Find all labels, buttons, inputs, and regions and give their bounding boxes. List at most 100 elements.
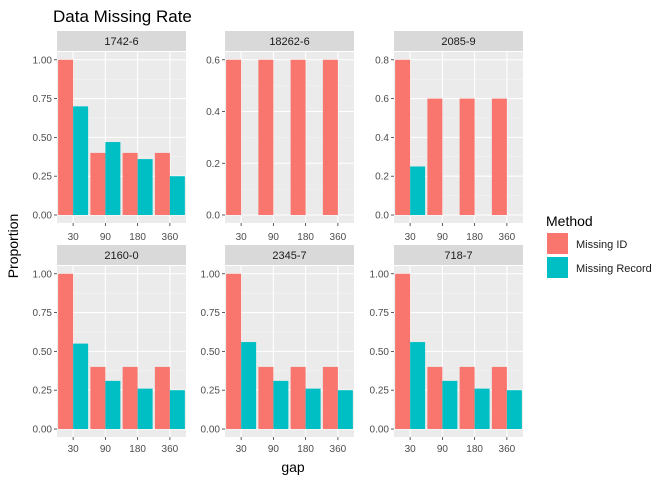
x-tick-label: 30 — [68, 444, 80, 455]
bar-missing-id — [90, 366, 106, 429]
x-tick-label: 360 — [162, 232, 179, 243]
facet-strip-label: 2160-0 — [104, 250, 138, 262]
bar-missing-record — [241, 342, 257, 429]
x-tick-label: 360 — [330, 232, 347, 243]
x-tick-label: 360 — [499, 444, 516, 455]
x-tick-label: 360 — [499, 232, 516, 243]
bar-missing-id — [395, 273, 411, 429]
bar-missing-record — [305, 388, 321, 429]
bar-missing-id — [258, 59, 274, 216]
facet-strip — [394, 31, 523, 51]
x-tick-label: 180 — [129, 232, 146, 243]
x-tick-label: 90 — [437, 444, 449, 455]
bar-missing-id — [322, 366, 338, 429]
bar-missing-id — [395, 59, 411, 216]
legend-key-missing-id — [547, 233, 568, 254]
bar-missing-record — [137, 159, 153, 215]
facet-panel-718-7: 718-7 0.00 0.25 0.50 0.75 1.00 30 90 180 360 — [370, 245, 523, 455]
bar-missing-id — [226, 273, 242, 429]
x-tick-label: 30 — [405, 232, 417, 243]
y-tick-label: 1.00 — [370, 269, 390, 280]
y-tick-label: 0.50 — [33, 347, 53, 358]
bar-missing-record — [105, 380, 121, 429]
y-tick-label: 1.00 — [201, 269, 221, 280]
bar-missing-record — [73, 343, 89, 429]
bar-missing-id — [290, 59, 306, 216]
y-tick-label: 0.75 — [370, 308, 390, 319]
y-tick-label: 0.75 — [201, 308, 221, 319]
y-tick-label: 0.4 — [206, 107, 220, 118]
facet-strip-label: 1742-6 — [104, 36, 138, 48]
facet-panel-2160-0: 2160-0 0.00 0.25 0.50 0.75 1.00 30 90 180 360 — [33, 245, 186, 455]
bar-missing-id — [58, 273, 74, 429]
x-tick-label: 360 — [330, 444, 347, 455]
y-tick-label: 1.00 — [33, 55, 53, 66]
x-tick-label: 180 — [129, 444, 146, 455]
facet-panel-1742-6: 1742-6 0.00 0.25 0.50 0.75 1.00 30 90 180 360 — [33, 31, 186, 243]
bar-missing-record — [105, 142, 121, 215]
bar-missing-id — [90, 152, 106, 215]
y-tick-label: 0.4 — [375, 133, 389, 144]
legend-key-missing-record — [547, 257, 568, 278]
bar-missing-id — [58, 59, 74, 216]
bar-missing-record — [506, 390, 522, 429]
bar-missing-record — [169, 390, 185, 429]
y-tick-label: 0.50 — [33, 133, 53, 144]
y-tick-label: 0.75 — [33, 94, 53, 105]
bar-missing-id — [226, 59, 242, 216]
x-axis-label: gap — [281, 459, 305, 475]
chart-title: Data Missing Rate — [53, 7, 192, 26]
y-tick-label: 0.25 — [33, 386, 53, 397]
legend: Missing ID Missing Record — [547, 233, 652, 278]
y-tick-label: 0.0 — [206, 211, 220, 222]
bar-missing-id — [122, 366, 138, 429]
bar-missing-record — [137, 388, 153, 429]
facet-strip-label: 718-7 — [444, 250, 472, 262]
facet-strip-label: 2085-9 — [441, 36, 475, 48]
bar-missing-id — [122, 152, 138, 215]
bar-missing-record — [474, 388, 490, 429]
facet-strip-label: 18262-6 — [269, 36, 309, 48]
y-tick-label: 0.50 — [370, 347, 390, 358]
y-axis-label: Proportion — [5, 214, 21, 279]
y-tick-label: 0.00 — [370, 425, 390, 436]
y-tick-label: 0.00 — [33, 425, 53, 436]
x-tick-label: 30 — [236, 232, 248, 243]
facet-strip — [225, 31, 354, 51]
bar-missing-id — [427, 366, 443, 429]
y-tick-label: 0.00 — [201, 425, 221, 436]
y-tick-label: 0.25 — [33, 172, 53, 183]
bar-missing-record — [169, 176, 185, 215]
bar-missing-id — [290, 366, 306, 429]
bar-missing-id — [154, 152, 170, 215]
bar-missing-id — [427, 98, 443, 215]
facet-strip-label: 2345-7 — [272, 250, 306, 262]
x-tick-label: 180 — [466, 232, 483, 243]
x-tick-label: 90 — [100, 232, 112, 243]
x-tick-label: 180 — [297, 444, 314, 455]
facet-panel-2085-9: 2085-9 0.0 0.2 0.4 0.6 0.8 30 90 180 360 — [375, 31, 523, 243]
bar-missing-record — [73, 106, 89, 215]
y-tick-label: 0.6 — [375, 94, 389, 105]
y-tick-label: 0.8 — [375, 55, 389, 66]
x-tick-label: 180 — [466, 444, 483, 455]
y-tick-label: 0.2 — [375, 172, 389, 183]
x-tick-label: 30 — [405, 444, 417, 455]
facet-strip — [57, 245, 186, 265]
x-tick-label: 90 — [268, 444, 280, 455]
facet-strip — [225, 245, 354, 265]
facet-panel-18262-6: 18262-6 0.0 0.2 0.4 0.6 30 90 180 360 — [206, 31, 354, 243]
x-tick-label: 90 — [268, 232, 280, 243]
y-tick-label: 0.0 — [375, 211, 389, 222]
x-tick-label: 90 — [100, 444, 112, 455]
x-tick-label: 180 — [297, 232, 314, 243]
legend-label-missing-record: Missing Record — [576, 263, 652, 275]
facet-panels: 1742-6 0.00 0.25 0.50 0.75 1.00 30 90 180 360 1826… — [33, 31, 523, 455]
bar-missing-id — [491, 366, 507, 429]
x-tick-label: 30 — [236, 444, 248, 455]
facet-panel-2345-7: 2345-7 0.00 0.25 0.50 0.75 1.00 30 90 180 360 — [201, 245, 354, 455]
legend-title: Method — [546, 213, 593, 229]
facet-strip — [394, 245, 523, 265]
